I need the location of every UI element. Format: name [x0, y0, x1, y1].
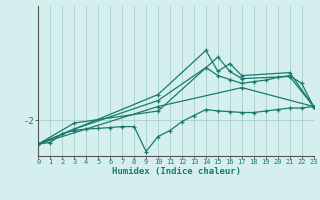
X-axis label: Humidex (Indice chaleur): Humidex (Indice chaleur): [111, 167, 241, 176]
